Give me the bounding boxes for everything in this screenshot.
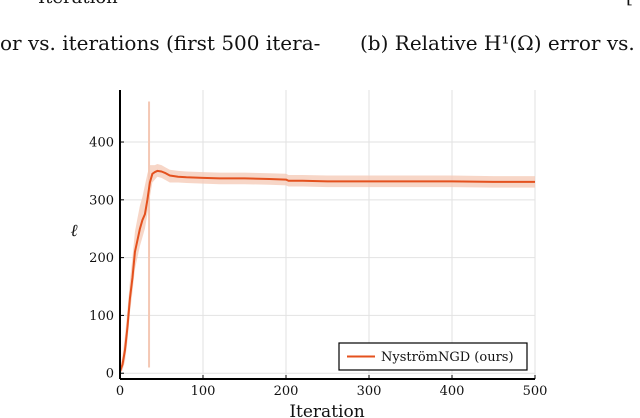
x-tick-label: 500 xyxy=(523,384,548,399)
y-tick-label: 0 xyxy=(106,367,114,382)
cropped-top-label: Iteration xyxy=(38,0,118,8)
variance-band xyxy=(120,163,535,374)
y-tick-label: 200 xyxy=(89,251,114,266)
y-axis-label: ℓ xyxy=(70,221,77,241)
x-tick-label: 200 xyxy=(274,384,299,399)
variance-band-layer xyxy=(120,101,535,374)
x-tick-labels: 0 100 200 300 400 500 xyxy=(116,375,548,399)
x-axis-label: Iteration xyxy=(289,402,364,418)
y-tick-label: 300 xyxy=(89,193,114,208)
x-tick-label: 100 xyxy=(191,384,216,399)
series-layer xyxy=(119,169,536,372)
x-tick-label: 0 xyxy=(116,384,124,399)
legend-label: NyströmNGD (ours) xyxy=(381,350,514,365)
y-tick-label: 100 xyxy=(89,309,114,324)
cropped-top-bracket: [ xyxy=(626,0,633,8)
axes xyxy=(119,90,535,380)
x-tick-label: 400 xyxy=(440,384,465,399)
y-tick-labels: 0 100 200 300 400 xyxy=(89,136,124,382)
series-line-0 xyxy=(119,169,535,372)
y-tick-label: 400 xyxy=(89,136,114,151)
left-figure-caption: or vs. iterations (first 500 itera- xyxy=(0,31,321,55)
x-tick-label: 300 xyxy=(357,384,382,399)
right-figure-caption: (b) Relative H¹(Ω) error vs. w xyxy=(360,31,640,55)
legend: NyströmNGD (ours) xyxy=(338,342,528,371)
grid-lines xyxy=(119,90,536,379)
